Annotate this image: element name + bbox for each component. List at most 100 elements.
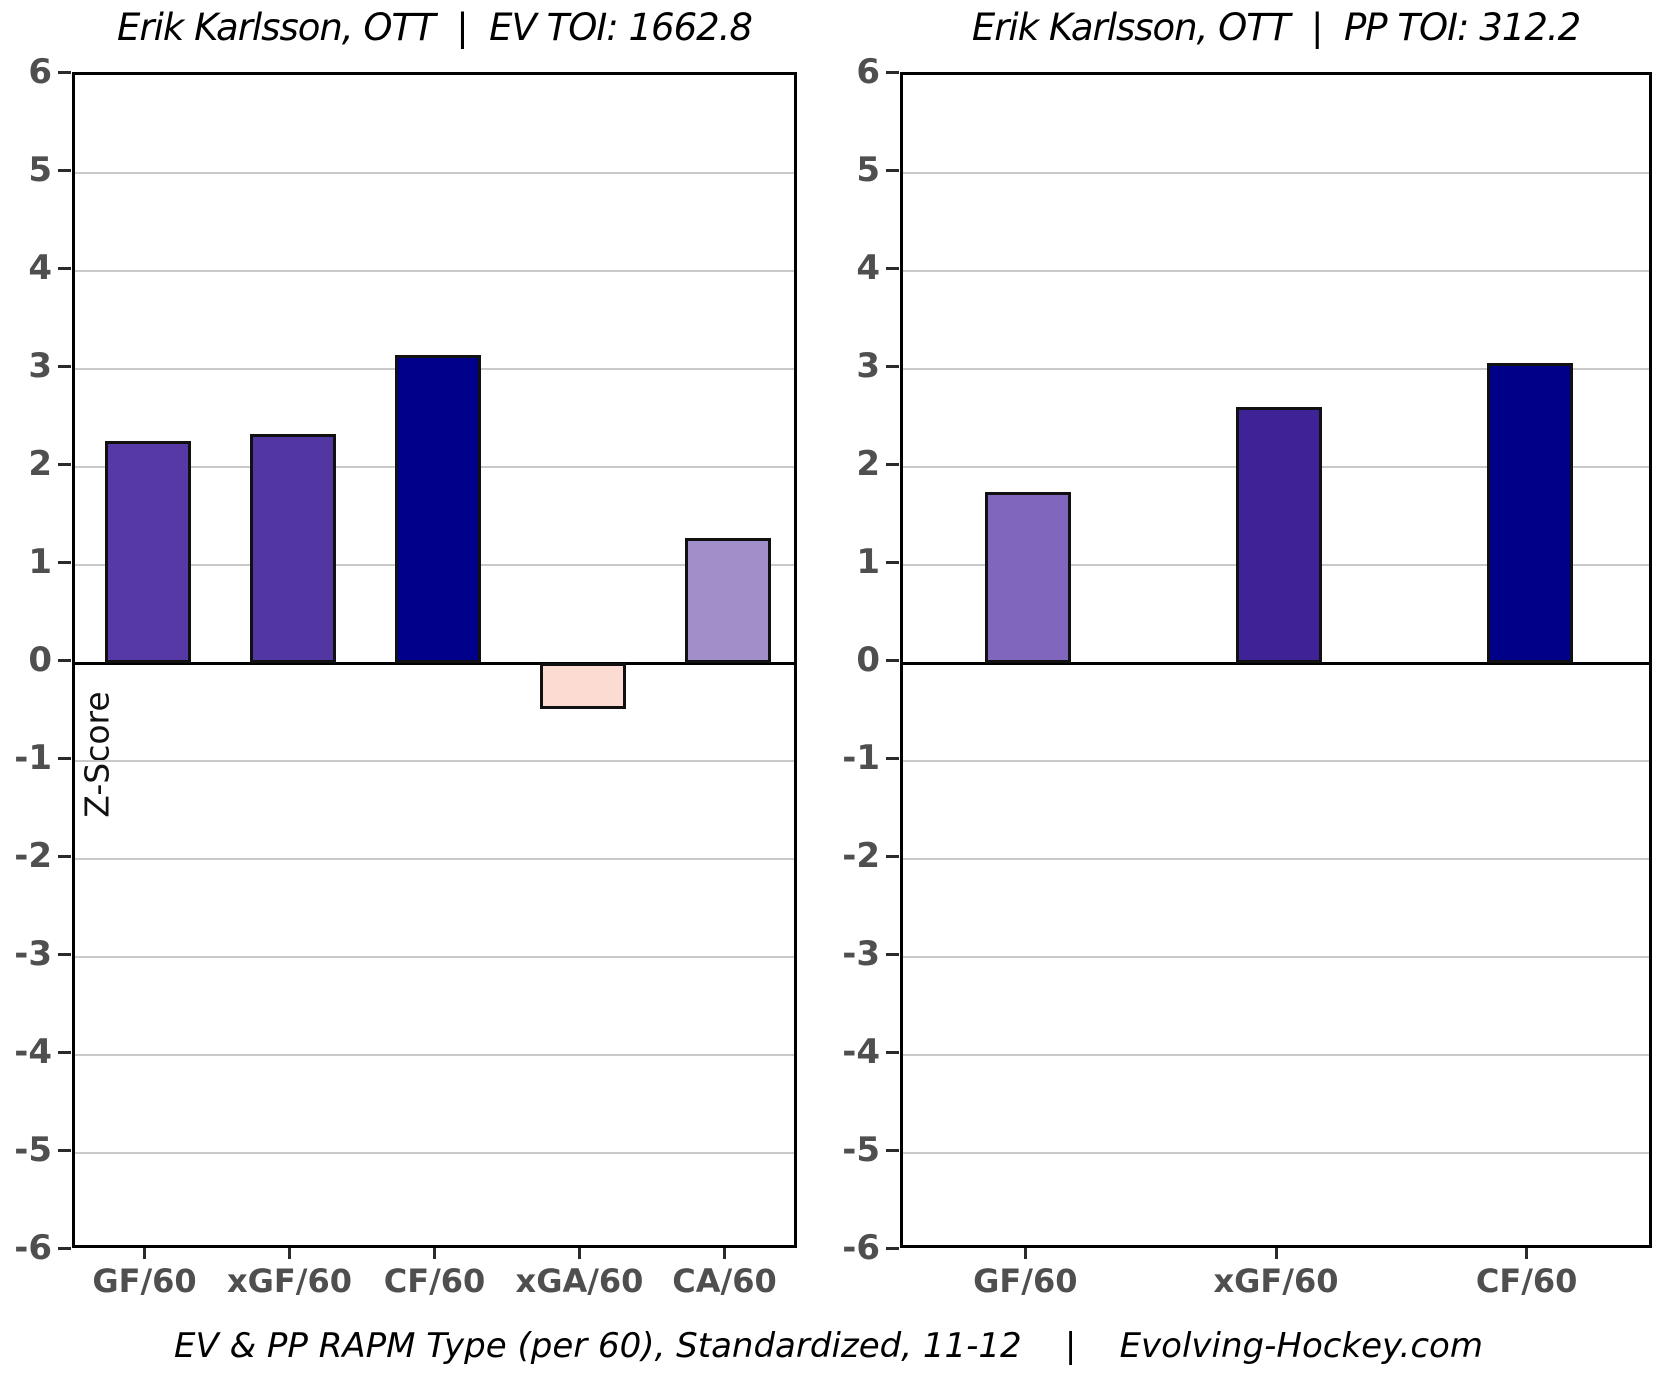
x-tick-mark	[433, 1248, 436, 1259]
gridline	[75, 1152, 794, 1154]
gridline	[75, 760, 794, 762]
gridline	[903, 858, 1649, 860]
x-tick-label-ca60: CA/60	[672, 1262, 777, 1300]
y-tick-label: 2	[856, 444, 880, 484]
y-tick-mark	[58, 756, 71, 760]
y-tick-label: -5	[14, 1130, 52, 1170]
y-tick-mark	[886, 952, 899, 956]
y-tick-label: -4	[14, 1032, 52, 1072]
x-tick-label-xgf60: xGF/60	[1213, 1262, 1339, 1300]
x-tick-label-gf60: GF/60	[973, 1262, 1078, 1300]
x-tick-mark	[578, 1248, 581, 1259]
bar-cf60	[394, 355, 481, 663]
y-tick-label: 1	[28, 542, 52, 582]
y-tick-mark	[58, 266, 71, 270]
y-tick-mark	[886, 70, 899, 74]
x-tick-label-cf60: CF/60	[383, 1262, 486, 1300]
right-plot-area	[900, 72, 1652, 1248]
y-tick-label: 1	[856, 542, 880, 582]
bar-gf60	[985, 492, 1072, 663]
x-tick-label-gf60: GF/60	[92, 1262, 197, 1300]
y-tick-mark	[58, 560, 71, 564]
x-tick-mark	[723, 1248, 726, 1259]
bar-xga60	[539, 663, 626, 710]
y-tick-mark	[886, 168, 899, 172]
y-tick-mark	[886, 266, 899, 270]
x-tick-mark	[143, 1248, 146, 1259]
y-tick-mark	[58, 1246, 71, 1250]
y-tick-label: 6	[28, 52, 52, 92]
y-tick-label: 3	[856, 346, 880, 386]
x-tick-label-xga60: xGA/60	[515, 1262, 644, 1300]
y-tick-mark	[886, 364, 899, 368]
left-plot-area: Z-Score	[72, 72, 797, 1248]
gridline	[903, 1152, 1649, 1154]
zero-line	[903, 661, 1649, 665]
y-tick-mark	[58, 168, 71, 172]
y-tick-mark	[886, 560, 899, 564]
bar-gf60	[104, 440, 191, 663]
gridline	[903, 172, 1649, 174]
y-tick-label: -3	[842, 934, 880, 974]
y-tick-label: 4	[856, 248, 880, 288]
gridline	[75, 858, 794, 860]
bar-cf60	[1486, 363, 1573, 663]
y-tick-label: -1	[842, 738, 880, 778]
y-tick-label: 2	[28, 444, 52, 484]
bar-xgf60	[249, 433, 336, 663]
y-tick-mark	[886, 1050, 899, 1054]
gridline	[75, 270, 794, 272]
y-tick-label: -2	[842, 836, 880, 876]
gridline	[903, 956, 1649, 958]
gridline	[903, 368, 1649, 370]
gridline	[903, 270, 1649, 272]
y-tick-mark	[58, 1148, 71, 1152]
x-tick-mark	[1525, 1248, 1529, 1259]
right-chart-title: Erik Karlsson, OTT | PP TOI: 312.2	[971, 6, 1581, 49]
y-tick-mark	[886, 658, 899, 662]
y-tick-label: 3	[28, 346, 52, 386]
bottom-caption: EV & PP RAPM Type (per 60), Standardized…	[174, 1326, 1483, 1366]
y-tick-label: -3	[14, 934, 52, 974]
y-tick-mark	[58, 658, 71, 662]
gridline	[903, 760, 1649, 762]
y-tick-mark	[58, 1050, 71, 1054]
y-tick-label: -6	[14, 1228, 52, 1268]
y-tick-label: 4	[28, 248, 52, 288]
y-tick-mark	[886, 756, 899, 760]
y-tick-mark	[886, 462, 899, 466]
gridline	[75, 956, 794, 958]
x-tick-mark	[1274, 1248, 1278, 1259]
gridline	[75, 172, 794, 174]
y-tick-mark	[58, 952, 71, 956]
y-tick-label: -2	[14, 836, 52, 876]
y-tick-label: -5	[842, 1130, 880, 1170]
x-tick-label-xgf60: xGF/60	[227, 1262, 352, 1300]
y-tick-mark	[58, 364, 71, 368]
gridline	[75, 1054, 794, 1056]
x-tick-mark	[288, 1248, 291, 1259]
y-tick-mark	[886, 854, 899, 858]
y-tick-label: 5	[28, 150, 52, 190]
y-tick-mark	[58, 854, 71, 858]
y-tick-mark	[58, 70, 71, 74]
y-tick-mark	[886, 1148, 899, 1152]
y-tick-label: 0	[28, 640, 52, 680]
bar-xgf60	[1236, 407, 1322, 663]
bar-ca60	[684, 537, 771, 663]
x-tick-mark	[1023, 1248, 1027, 1259]
zero-line	[75, 661, 794, 665]
x-tick-label-cf60: CF/60	[1475, 1262, 1578, 1300]
y-tick-label: -6	[842, 1228, 880, 1268]
y-axis-title: Z-Score	[77, 691, 117, 818]
gridline	[903, 1054, 1649, 1056]
y-tick-label: 0	[856, 640, 880, 680]
y-tick-label: -4	[842, 1032, 880, 1072]
left-chart-title: Erik Karlsson, OTT | EV TOI: 1662.8	[117, 6, 753, 49]
y-tick-label: 6	[856, 52, 880, 92]
y-tick-label: 5	[856, 150, 880, 190]
y-tick-mark	[58, 462, 71, 466]
y-tick-label: -1	[14, 738, 52, 778]
y-tick-mark	[886, 1246, 899, 1250]
